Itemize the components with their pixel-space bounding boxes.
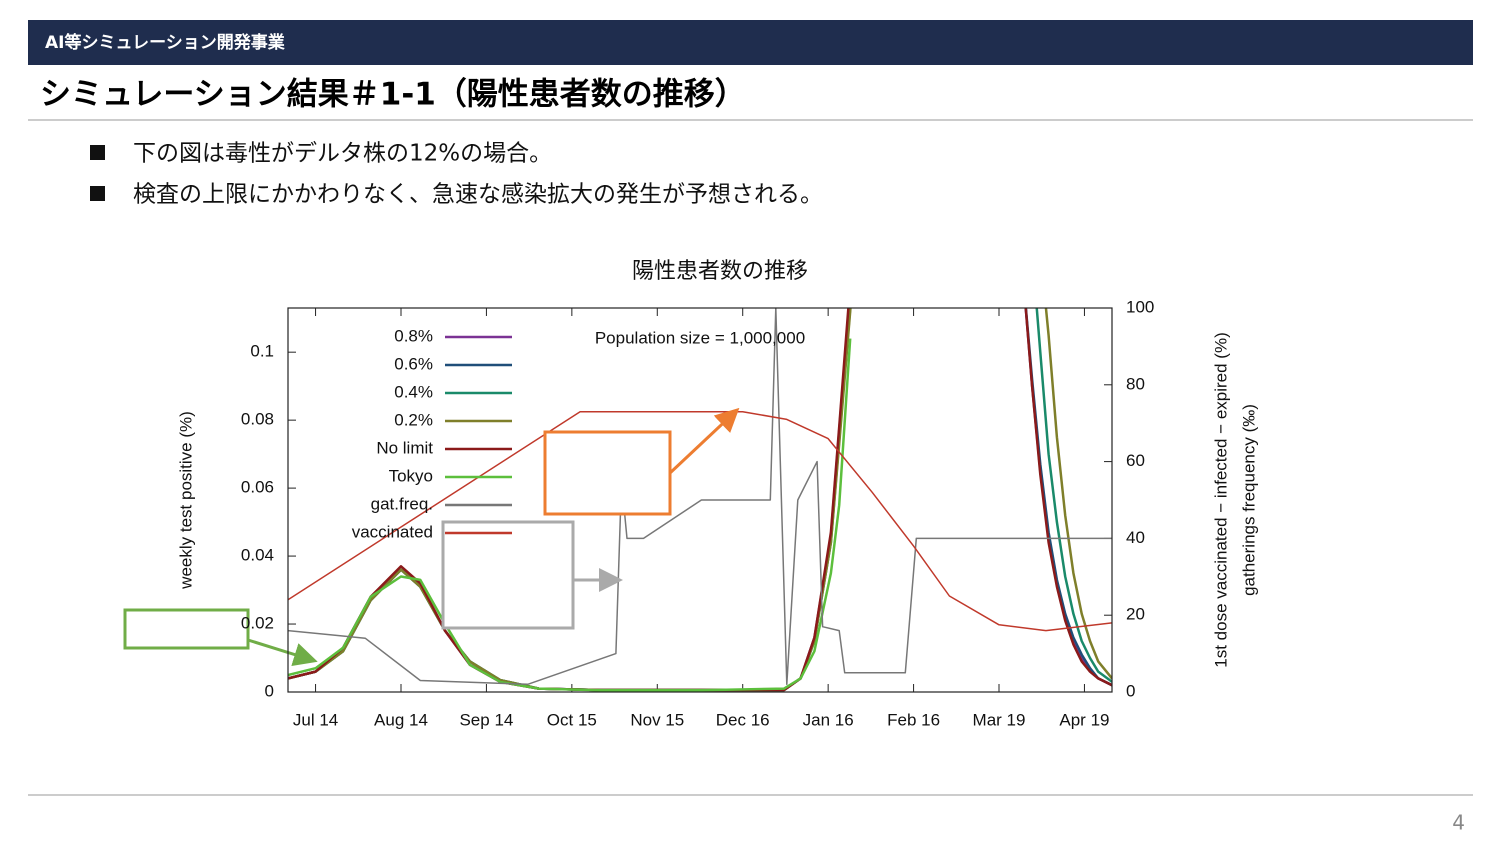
y2-tick-label: 0	[1126, 681, 1135, 700]
bullet-text: 検査の上限にかかわりなく、急速な感染拡大の発生が予想される。	[133, 182, 823, 208]
arrow	[247, 638, 318, 667]
legend-label: 0.6%	[394, 354, 433, 373]
legend-label: vaccinated	[352, 522, 433, 541]
y-tick-label: 0.06	[241, 478, 274, 497]
x-tick-label: Jul 14	[293, 710, 338, 729]
plot-area	[288, 307, 1112, 693]
x-tick-label: Aug 14	[374, 710, 428, 729]
legend-label: Tokyo	[389, 466, 433, 485]
y2-axis-label: gatherings frequency (‰)	[1239, 404, 1258, 596]
bullet-text: 下の図は毒性がデルタ株の12%の場合。	[133, 141, 552, 167]
plot-frame	[287, 307, 1113, 693]
slide-title: シミュレーション結果＃1-1（陽性患者数の推移）	[40, 77, 746, 113]
y2-tick-label: 60	[1126, 451, 1145, 470]
y-tick-label: 0.1	[250, 342, 274, 361]
series-line	[288, 410, 1112, 632]
y2-axis-label: 1st dose vaccinated − infected − expired…	[1211, 332, 1230, 667]
legend-label: gat.freq.	[371, 494, 433, 513]
legend-label: No limit	[376, 438, 433, 457]
chart-title: 陽性患者数の推移	[632, 259, 808, 284]
bullet-icon	[90, 145, 105, 160]
x-tick-label: Apr 19	[1059, 710, 1109, 729]
x-tick-label: Dec 16	[716, 710, 770, 729]
series-line	[288, 338, 852, 692]
y-tick-label: 0.02	[241, 614, 274, 633]
annotation-box	[123, 608, 250, 650]
y-tick-label: 0.04	[241, 546, 274, 565]
x-tick-label: Oct 15	[547, 710, 597, 729]
bullet-icon	[90, 186, 105, 201]
x-tick-label: Sep 14	[459, 710, 513, 729]
y-tick-label: 0	[265, 681, 274, 700]
legend-label: 0.4%	[394, 382, 433, 401]
y2-tick-label: 20	[1126, 605, 1145, 624]
x-tick-label: Jan 16	[803, 710, 854, 729]
legend-label: 0.2%	[394, 410, 433, 429]
y-axis-label: weekly test positive (%)	[176, 411, 195, 590]
arrow	[668, 407, 740, 475]
y2-tick-label: 100	[1126, 297, 1154, 316]
x-tick-label: Mar 19	[973, 710, 1026, 729]
annotation: Population size = 1,000,000	[595, 328, 805, 347]
x-tick-label: Feb 16	[887, 710, 940, 729]
y2-tick-label: 40	[1126, 528, 1145, 547]
legend-label: 0.8%	[394, 326, 433, 345]
series-line	[288, 308, 1112, 686]
section-title: AI等シミュレーション開発事業	[45, 32, 285, 53]
y2-tick-label: 80	[1126, 374, 1145, 393]
annotation-box	[543, 430, 672, 516]
y-tick-label: 0.08	[241, 410, 274, 429]
page-number: 4	[1452, 811, 1465, 835]
header-bar	[28, 20, 1473, 65]
x-tick-label: Nov 15	[630, 710, 684, 729]
series-group	[288, 308, 1112, 692]
annotation-box	[441, 520, 575, 630]
